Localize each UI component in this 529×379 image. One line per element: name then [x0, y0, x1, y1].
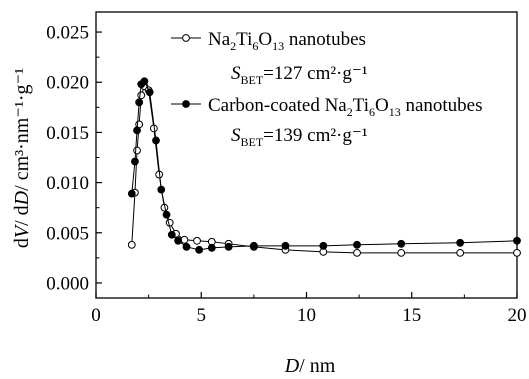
- data-point-series-2: [145, 88, 154, 97]
- data-point-series-2: [456, 238, 465, 247]
- data-point-series-2: [224, 242, 233, 251]
- data-point-series-1: [137, 91, 146, 100]
- data-point-series-2: [397, 239, 406, 248]
- y-tick-label: 0.000: [46, 273, 89, 294]
- data-point-series-1: [180, 235, 189, 244]
- legend-label-series-1: Na2Ti6O13 nanotubes: [208, 29, 366, 53]
- data-point-series-2: [131, 157, 139, 166]
- data-point-series-1: [133, 146, 141, 155]
- x-tick-label: 20: [508, 305, 527, 326]
- x-tick-label: 0: [91, 305, 101, 326]
- legend: Na2Ti6O13 nanotubes SBET=127 cm²·g⁻¹ Car…: [171, 29, 483, 149]
- y-tick-label: 0.005: [46, 223, 89, 244]
- data-point-series-1: [127, 240, 136, 249]
- data-point-series-2: [162, 210, 171, 219]
- bet-label-series-1: SBET=127 cm²·g⁻¹: [231, 63, 368, 87]
- legend-marker-filled-circle: [182, 100, 190, 108]
- data-point-series-2: [182, 242, 191, 251]
- data-point-series-2: [135, 98, 144, 107]
- data-point-series-1: [456, 248, 465, 257]
- data-point-series-2: [249, 241, 258, 250]
- data-point-series-2: [140, 77, 149, 86]
- data-point-series-2: [513, 236, 521, 245]
- bet-label-series-2: SBET=139 cm²·g⁻¹: [231, 125, 368, 149]
- x-tick-label: 15: [402, 305, 421, 326]
- series-layer: [127, 77, 521, 257]
- legend-entry-series-2: Carbon-coated Na2Ti6O13 nanotubes: [171, 95, 483, 119]
- legend-label-series-2: Carbon-coated Na2Ti6O13 nanotubes: [208, 95, 483, 119]
- legend-entry-series-1: Na2Ti6O13 nanotubes: [171, 29, 366, 53]
- data-point-series-2: [353, 240, 361, 249]
- x-tick-label: 5: [197, 305, 207, 326]
- y-tick-label: 0.010: [46, 173, 89, 194]
- data-point-series-2: [152, 136, 160, 145]
- data-point-series-2: [167, 230, 176, 239]
- x-axis-label: D/ nm: [284, 355, 336, 377]
- data-point-series-2: [133, 126, 141, 135]
- data-point-series-2: [319, 241, 328, 250]
- y-tick-label: 0.020: [46, 73, 89, 94]
- data-point-series-1: [513, 248, 521, 257]
- data-point-series-1: [193, 236, 201, 245]
- y-tick-label: 0.015: [46, 123, 89, 144]
- data-point-series-2: [281, 241, 290, 250]
- data-point-series-2: [207, 243, 216, 252]
- legend-marker-open-circle: [182, 34, 190, 42]
- data-point-series-2: [174, 236, 182, 245]
- data-point-series-2: [195, 245, 204, 254]
- data-point-series-2: [157, 185, 166, 194]
- data-point-series-2: [127, 189, 136, 198]
- y-tick-label: 0.025: [46, 23, 89, 44]
- x-tick-label: 10: [297, 305, 316, 326]
- y-axis-label: dV/ dD/ cm³·nm⁻¹·g⁻¹: [11, 68, 33, 248]
- data-point-series-1: [353, 248, 361, 257]
- plot-frame: [95, 11, 518, 299]
- data-point-series-1: [397, 248, 406, 257]
- axis-ticks: 0 5 10 15 20 0.000 0.005 0.010 0.015 0.020 0.025: [46, 23, 526, 326]
